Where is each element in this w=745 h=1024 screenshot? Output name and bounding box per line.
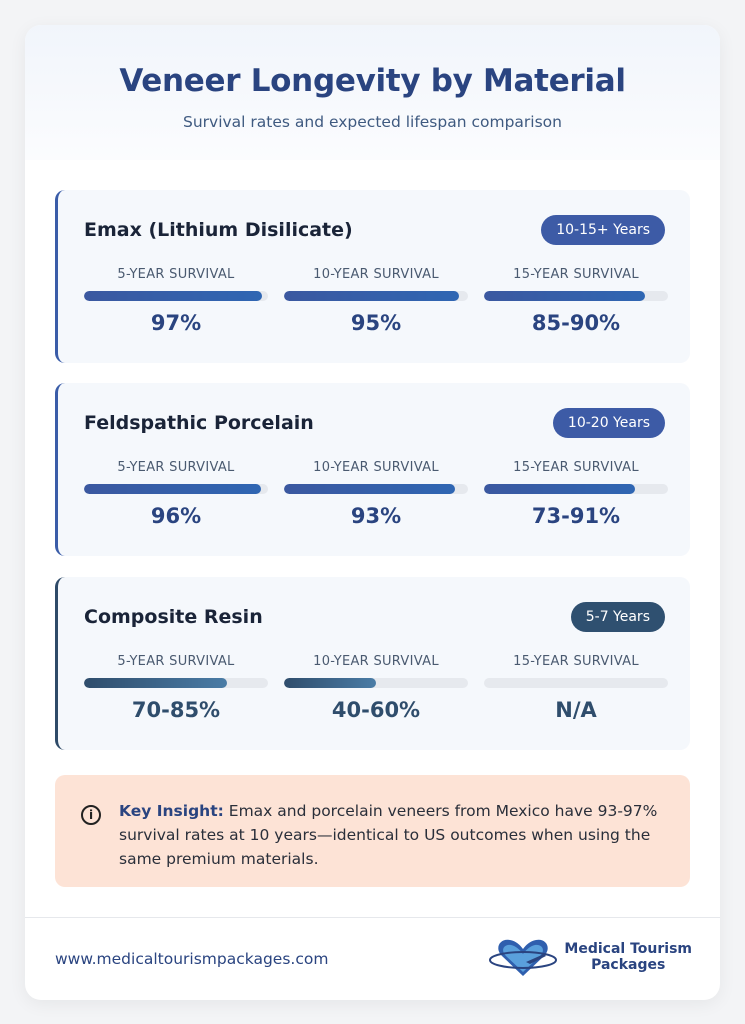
stat-value: 70-85% [131,698,221,722]
stat-label: 5-YEAR SURVIVAL [117,267,235,282]
stat-label: 15-YEAR SURVIVAL [513,460,639,475]
progress-bar [284,484,468,494]
material-card: Emax (Lithium Disilicate) 10-15+ Years 5… [55,190,690,363]
survival-stat: 5-YEAR SURVIVAL 70-85% [84,654,268,722]
website-link[interactable]: www.medicaltourismpackages.com [55,950,329,968]
brand-logo: Medical Tourism Packages [488,936,692,978]
material-name: Emax (Lithium Disilicate) [84,219,353,241]
infographic-card: Veneer Longevity by Material Survival ra… [25,25,720,1000]
material-name: Composite Resin [84,606,263,628]
survival-stat: 15-YEAR SURVIVAL 73-91% [484,460,668,528]
progress-bar [484,484,668,494]
lifespan-badge: 10-20 Years [552,408,665,438]
progress-bar [284,291,468,301]
stat-value: 73-91% [531,504,621,528]
heart-plane-logo-icon [489,939,558,976]
progress-fill [284,484,456,494]
stat-label: 15-YEAR SURVIVAL [513,654,639,669]
logo-text-line2: Packages [591,957,666,973]
stat-label: 10-YEAR SURVIVAL [313,654,439,669]
stat-value: 93% [350,504,402,528]
stat-value: 40-60% [331,698,421,722]
header: Veneer Longevity by Material Survival ra… [25,25,720,160]
footer: www.medicaltourismpackages.com Medical T… [25,917,720,1000]
progress-bar [284,678,468,688]
stat-label: 5-YEAR SURVIVAL [117,460,235,475]
info-icon: i [81,805,101,825]
progress-bar [84,678,268,688]
survival-stat: 15-YEAR SURVIVAL 85-90% [484,267,668,335]
survival-stat: 15-YEAR SURVIVAL N/A [484,654,668,722]
survival-stat: 5-YEAR SURVIVAL 97% [84,267,268,335]
progress-bar [84,291,268,301]
progress-fill [84,484,261,494]
survival-stat: 5-YEAR SURVIVAL 96% [84,460,268,528]
lifespan-badge: 5-7 Years [570,602,665,632]
stat-label: 5-YEAR SURVIVAL [117,654,235,669]
logo-text-line1: Medical Tourism [564,941,692,957]
progress-bar [484,678,668,688]
insight-label: Key Insight: [119,802,224,820]
stat-value: 85-90% [531,311,621,335]
stat-value: N/A [555,698,597,722]
progress-fill [484,291,645,301]
progress-fill [84,678,227,688]
material-name: Feldspathic Porcelain [84,412,314,434]
progress-bar [484,291,668,301]
material-card: Composite Resin 5-7 Years 5-YEAR SURVIVA… [55,577,690,750]
insight-text: Emax and porcelain veneers from Mexico h… [119,802,658,868]
stat-label: 10-YEAR SURVIVAL [313,460,439,475]
progress-fill [284,291,459,301]
survival-stat: 10-YEAR SURVIVAL 93% [284,460,468,528]
key-insight-box: i Key Insight: Emax and porcelain veneer… [55,775,690,887]
material-card: Feldspathic Porcelain 10-20 Years 5-YEAR… [55,383,690,556]
stat-value: 95% [350,311,402,335]
stat-value: 97% [150,311,202,335]
progress-bar [84,484,268,494]
stat-label: 10-YEAR SURVIVAL [313,267,439,282]
stat-label: 15-YEAR SURVIVAL [513,267,639,282]
survival-stat: 10-YEAR SURVIVAL 40-60% [284,654,468,722]
progress-fill [284,678,376,688]
page-subtitle: Survival rates and expected lifespan com… [183,113,562,131]
page-title: Veneer Longevity by Material [119,63,626,99]
survival-stat: 10-YEAR SURVIVAL 95% [284,267,468,335]
progress-fill [84,291,263,301]
lifespan-badge: 10-15+ Years [541,215,665,245]
progress-fill [484,484,635,494]
stat-value: 96% [150,504,202,528]
